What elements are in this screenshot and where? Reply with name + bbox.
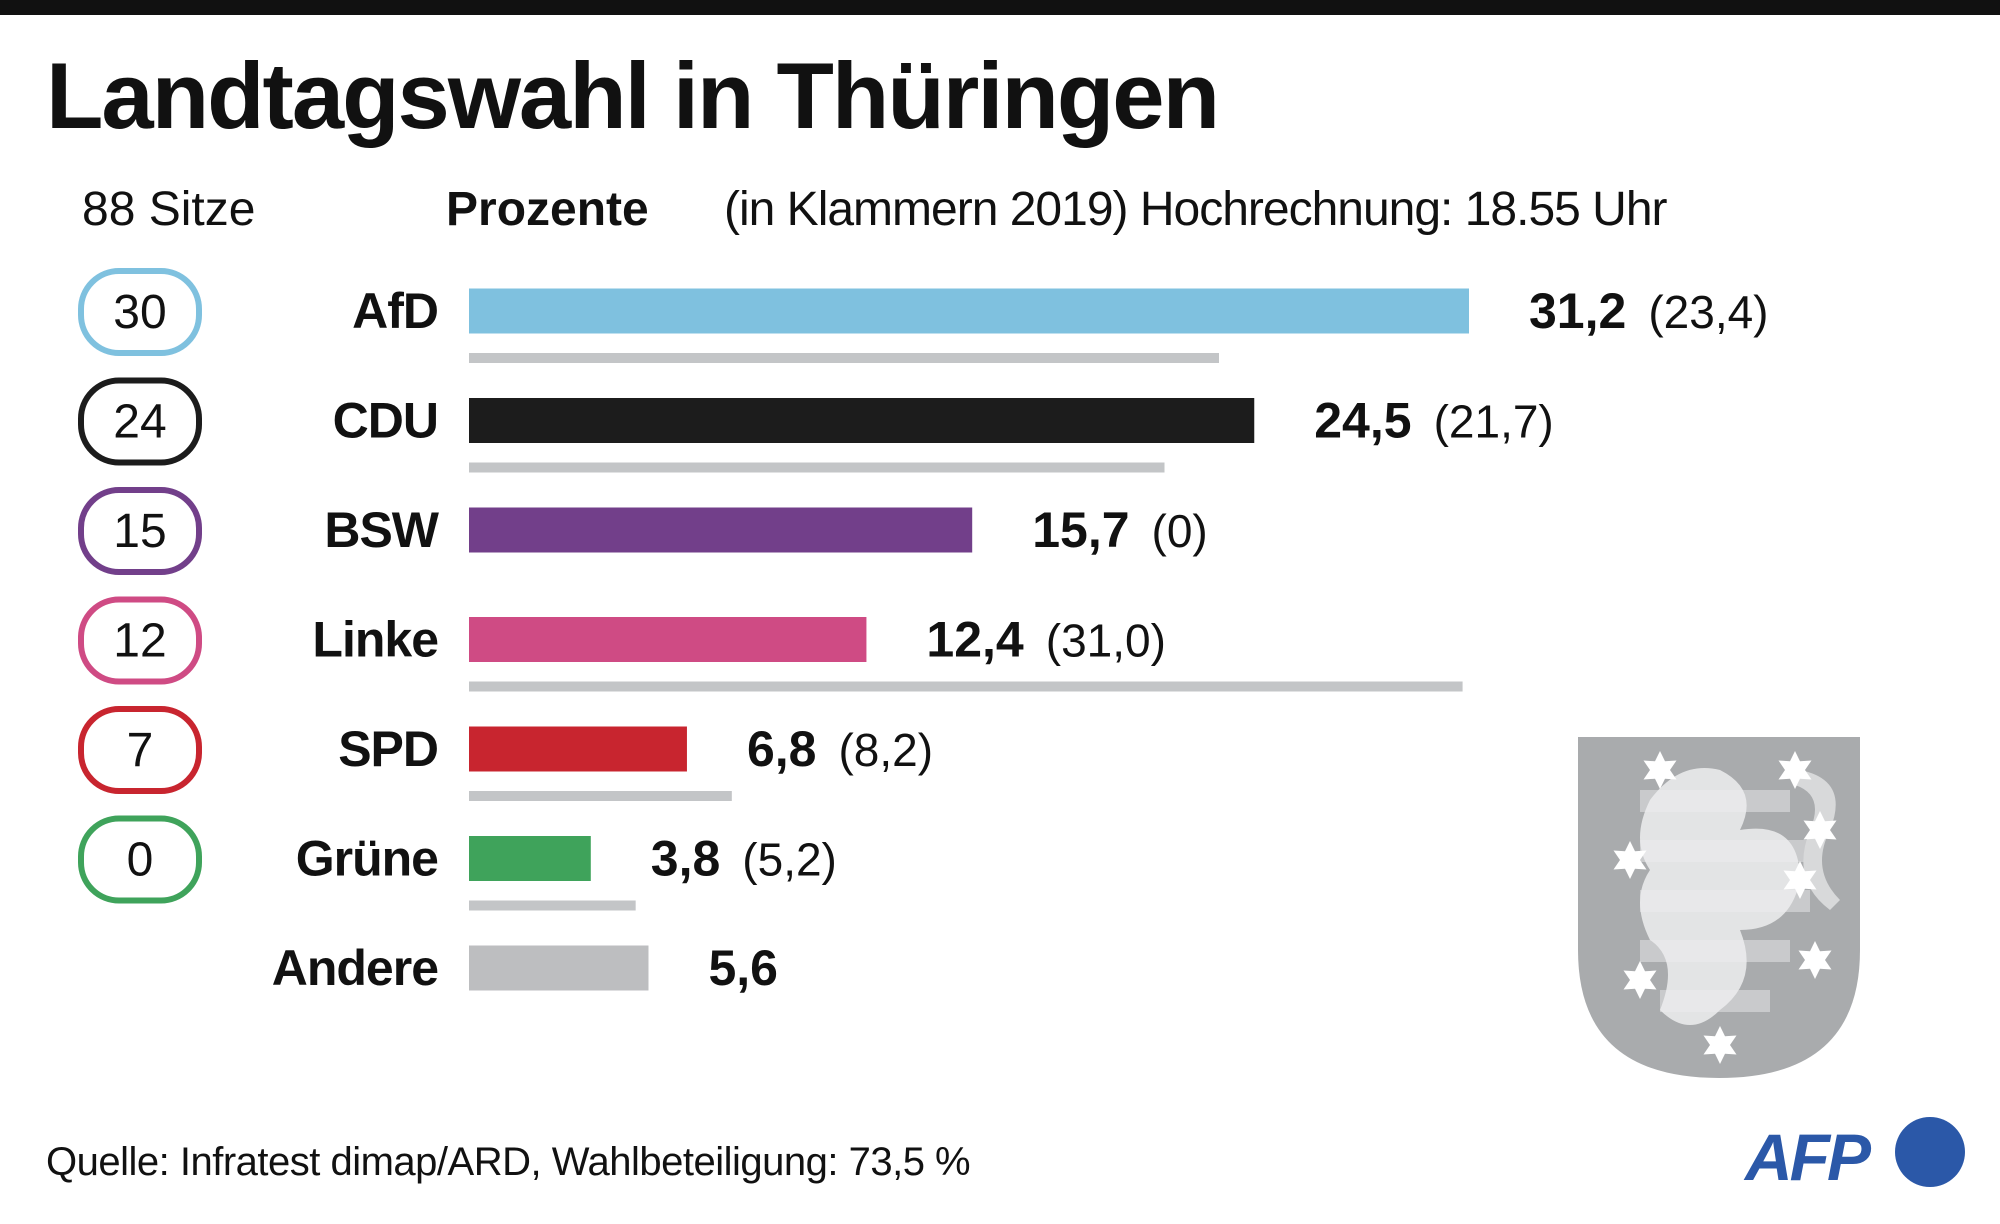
star-icon bbox=[1623, 961, 1657, 999]
seats-count: 15 bbox=[113, 505, 166, 558]
svg-text:AFP: AFP bbox=[1743, 1120, 1872, 1194]
seats-badge bbox=[78, 596, 202, 685]
bar-afd bbox=[469, 288, 1469, 334]
coat-of-arms-icon bbox=[1578, 737, 1860, 1078]
value-2019: (31,0) bbox=[1046, 615, 1166, 667]
value-label: 12,4 (31,0) bbox=[926, 612, 1166, 668]
value-2019: (0) bbox=[1152, 505, 1208, 557]
value-current: 3,8 bbox=[651, 831, 721, 887]
value-current: 6,8 bbox=[747, 721, 817, 777]
bar-bsw bbox=[469, 507, 973, 553]
seats-badge bbox=[78, 706, 202, 794]
chart-title: Landtagswahl in Thüringen bbox=[46, 43, 1220, 148]
value-current: 31,2 bbox=[1529, 283, 1626, 339]
value-2019: (23,4) bbox=[1648, 286, 1768, 338]
value-2019: (21,7) bbox=[1434, 396, 1554, 448]
star-icon bbox=[1783, 861, 1817, 899]
value-current: 12,4 bbox=[926, 612, 1024, 668]
bar-2019-cdu bbox=[469, 462, 1165, 473]
value-label: 15,7 (0) bbox=[1032, 502, 1208, 558]
bar-2019-spd bbox=[469, 791, 732, 801]
star-icon bbox=[1703, 1026, 1737, 1064]
star-icon bbox=[1798, 941, 1832, 979]
party-label: Andere bbox=[272, 940, 438, 996]
star-icon bbox=[1803, 811, 1837, 849]
seats-badge bbox=[78, 815, 202, 904]
top-rule bbox=[0, 0, 2000, 15]
party-label: Grüne bbox=[296, 831, 438, 887]
party-label: Linke bbox=[312, 612, 438, 668]
value-label: 6,8 (8,2) bbox=[747, 721, 933, 777]
party-label: CDU bbox=[333, 393, 438, 449]
star-icon bbox=[1643, 751, 1677, 789]
value-current: 5,6 bbox=[708, 940, 778, 996]
seats-count: 0 bbox=[127, 834, 154, 887]
seats-badge bbox=[78, 268, 202, 356]
bar-cdu bbox=[469, 398, 1255, 443]
party-label: BSW bbox=[324, 502, 439, 558]
bar-spd bbox=[469, 726, 687, 772]
note-header: (in Klammern 2019) Hochrechnung: 18.55 U… bbox=[724, 183, 1668, 236]
bar-grüne bbox=[469, 836, 591, 881]
star-icon bbox=[1613, 841, 1647, 879]
seats-count: 24 bbox=[113, 396, 166, 449]
seats-badge bbox=[78, 377, 202, 466]
bar-2019-afd bbox=[469, 353, 1219, 363]
seats-badge bbox=[78, 487, 202, 575]
party-label: AfD bbox=[352, 283, 438, 339]
seats-count: 12 bbox=[113, 615, 166, 668]
value-2019: (8,2) bbox=[838, 724, 933, 776]
value-2019: (5,2) bbox=[742, 834, 837, 886]
value-current: 24,5 bbox=[1314, 393, 1411, 449]
value-current: 15,7 bbox=[1032, 502, 1129, 558]
seats-header: 88 Sitze bbox=[82, 183, 256, 236]
bar-2019-grüne bbox=[469, 900, 636, 911]
bar-linke bbox=[469, 617, 867, 662]
afp-logo: AFP bbox=[1743, 1117, 1965, 1194]
value-label: 31,2 (23,4) bbox=[1529, 283, 1769, 339]
source-note: Quelle: Infratest dimap/ARD, Wahlbeteili… bbox=[46, 1140, 971, 1184]
star-icon bbox=[1778, 751, 1812, 789]
percent-header: Prozente bbox=[446, 183, 649, 236]
value-label: 24,5 (21,7) bbox=[1314, 393, 1554, 449]
value-label: 5,6 bbox=[708, 940, 778, 996]
value-label: 3,8 (5,2) bbox=[651, 831, 837, 887]
seats-count: 30 bbox=[113, 286, 166, 339]
seats-count: 7 bbox=[127, 724, 154, 777]
bar-2019-linke bbox=[469, 681, 1463, 692]
bar-andere bbox=[469, 945, 649, 991]
party-label: SPD bbox=[338, 721, 438, 777]
